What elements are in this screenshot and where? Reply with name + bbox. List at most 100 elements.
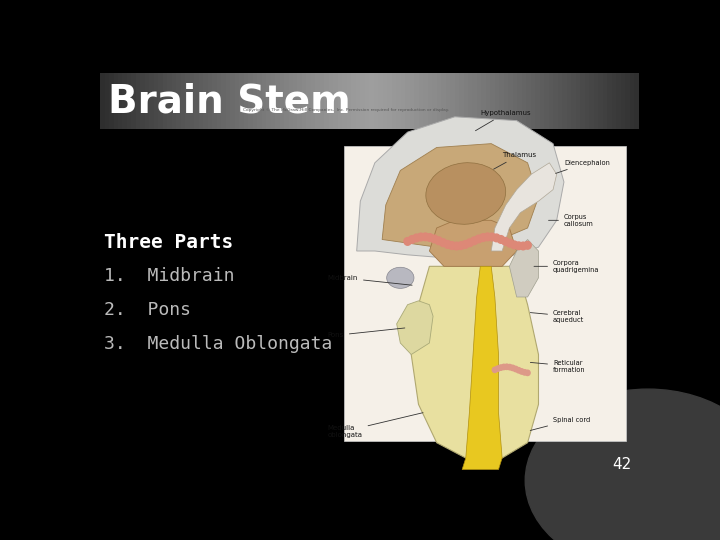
Polygon shape bbox=[397, 301, 433, 354]
Bar bbox=[114, 73, 119, 129]
Circle shape bbox=[413, 234, 420, 242]
Bar bbox=[190, 73, 195, 129]
Circle shape bbox=[506, 239, 513, 247]
Bar bbox=[311, 73, 316, 129]
Bar bbox=[150, 73, 155, 129]
Bar bbox=[194, 73, 199, 129]
Circle shape bbox=[522, 370, 527, 375]
Bar bbox=[401, 73, 406, 129]
Bar bbox=[302, 73, 307, 129]
Bar bbox=[239, 73, 244, 129]
Bar bbox=[100, 73, 105, 129]
Bar bbox=[535, 73, 540, 129]
Text: Cerebral
aqueduct: Cerebral aqueduct bbox=[531, 309, 585, 323]
Bar bbox=[297, 73, 302, 129]
Bar bbox=[508, 73, 513, 129]
Bar bbox=[253, 73, 258, 129]
Bar bbox=[576, 73, 581, 129]
Circle shape bbox=[498, 365, 503, 370]
Bar bbox=[351, 73, 356, 129]
Bar bbox=[531, 73, 536, 129]
Bar bbox=[127, 73, 132, 129]
Bar bbox=[374, 73, 379, 129]
Bar bbox=[567, 73, 572, 129]
Bar bbox=[136, 73, 141, 129]
Bar bbox=[248, 73, 253, 129]
Bar bbox=[589, 73, 594, 129]
Bar bbox=[145, 73, 150, 129]
Text: Corpus
callosum: Corpus callosum bbox=[549, 214, 594, 227]
Circle shape bbox=[498, 235, 505, 244]
Bar bbox=[625, 73, 630, 129]
Circle shape bbox=[426, 234, 433, 241]
Bar bbox=[495, 73, 500, 129]
Text: Thalamus: Thalamus bbox=[494, 152, 536, 169]
Bar bbox=[360, 73, 365, 129]
Bar bbox=[562, 73, 567, 129]
Text: Diencephalon: Diencephalon bbox=[556, 160, 610, 173]
Circle shape bbox=[488, 233, 495, 241]
Circle shape bbox=[431, 235, 438, 243]
Polygon shape bbox=[462, 266, 502, 469]
Bar bbox=[405, 73, 410, 129]
Bar bbox=[320, 73, 325, 129]
Bar bbox=[459, 73, 464, 129]
Bar bbox=[154, 73, 159, 129]
Bar bbox=[387, 73, 392, 129]
Circle shape bbox=[462, 241, 469, 248]
Bar bbox=[383, 73, 388, 129]
Text: Copyright © The McGraw-Hill Companies,  Inc. Permission required for reproductio: Copyright © The McGraw-Hill Companies, I… bbox=[243, 109, 449, 112]
Circle shape bbox=[507, 364, 512, 370]
Text: 2.  Pons: 2. Pons bbox=[104, 301, 191, 319]
Bar bbox=[518, 73, 523, 129]
Text: Corpora
quadrigemina: Corpora quadrigemina bbox=[534, 260, 600, 273]
Bar bbox=[140, 73, 145, 129]
Text: Midbrain: Midbrain bbox=[328, 275, 412, 285]
Bar bbox=[235, 73, 240, 129]
Bar bbox=[122, 73, 127, 129]
Bar bbox=[172, 73, 177, 129]
Circle shape bbox=[513, 366, 518, 372]
Bar bbox=[369, 73, 374, 129]
Circle shape bbox=[525, 370, 530, 375]
Circle shape bbox=[480, 234, 487, 241]
Bar bbox=[585, 73, 590, 129]
Bar bbox=[338, 73, 343, 129]
Text: 1.  Midbrain: 1. Midbrain bbox=[104, 267, 235, 285]
Circle shape bbox=[439, 239, 447, 247]
Bar bbox=[598, 73, 603, 129]
Bar bbox=[163, 73, 168, 129]
Bar bbox=[342, 73, 348, 129]
Circle shape bbox=[418, 233, 425, 241]
Polygon shape bbox=[510, 240, 539, 297]
Bar bbox=[540, 73, 545, 129]
Bar bbox=[225, 73, 230, 129]
Circle shape bbox=[520, 242, 527, 250]
Bar bbox=[315, 73, 320, 129]
Circle shape bbox=[504, 364, 509, 369]
Text: 42: 42 bbox=[612, 457, 631, 472]
Bar bbox=[217, 73, 222, 129]
Circle shape bbox=[501, 364, 506, 370]
Bar bbox=[181, 73, 186, 129]
Bar bbox=[549, 73, 554, 129]
Bar bbox=[271, 73, 276, 129]
Bar bbox=[212, 73, 217, 129]
Bar bbox=[522, 73, 527, 129]
Circle shape bbox=[466, 239, 474, 247]
Bar bbox=[132, 73, 137, 129]
Bar bbox=[428, 73, 433, 129]
Bar bbox=[104, 73, 109, 129]
Circle shape bbox=[526, 389, 720, 540]
Bar bbox=[450, 73, 455, 129]
Circle shape bbox=[484, 233, 491, 241]
Bar bbox=[441, 73, 446, 129]
Bar bbox=[293, 73, 298, 129]
Circle shape bbox=[502, 238, 509, 245]
Bar bbox=[329, 73, 334, 129]
Polygon shape bbox=[429, 220, 517, 266]
Circle shape bbox=[453, 242, 460, 250]
Bar bbox=[279, 73, 284, 129]
Circle shape bbox=[510, 365, 516, 370]
Ellipse shape bbox=[387, 267, 414, 288]
